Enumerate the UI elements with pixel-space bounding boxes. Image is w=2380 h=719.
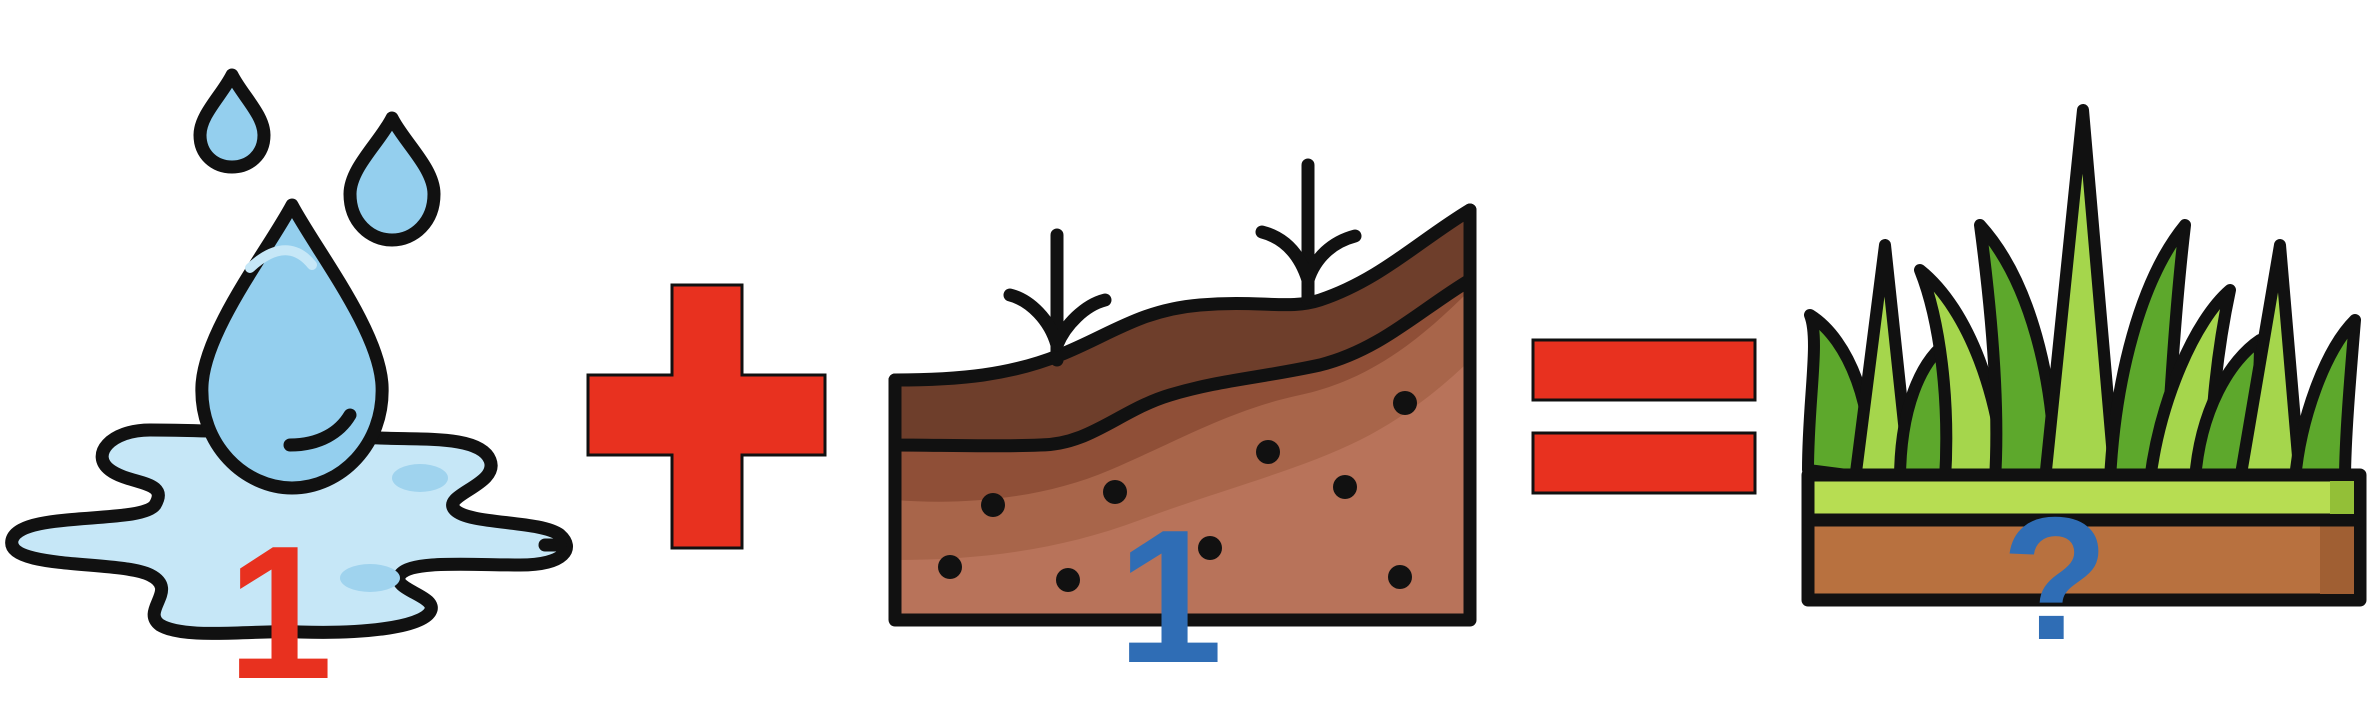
soil-particles [938,391,1417,592]
grass-icon [1801,104,2367,607]
grass-unknown-label: ? [2001,482,2109,677]
soil-count-label: 1 [1117,491,1223,703]
small-drop-1 [193,68,271,174]
root-arrows [1003,158,1362,367]
small-drop-2 [343,111,441,247]
equals-icon [1531,338,1757,495]
water-puddle-icon [5,68,573,640]
soil-cross-section-icon [888,158,1477,627]
big-drop [195,198,389,495]
water-count-label: 1 [227,507,333,719]
plus-icon [586,283,827,550]
